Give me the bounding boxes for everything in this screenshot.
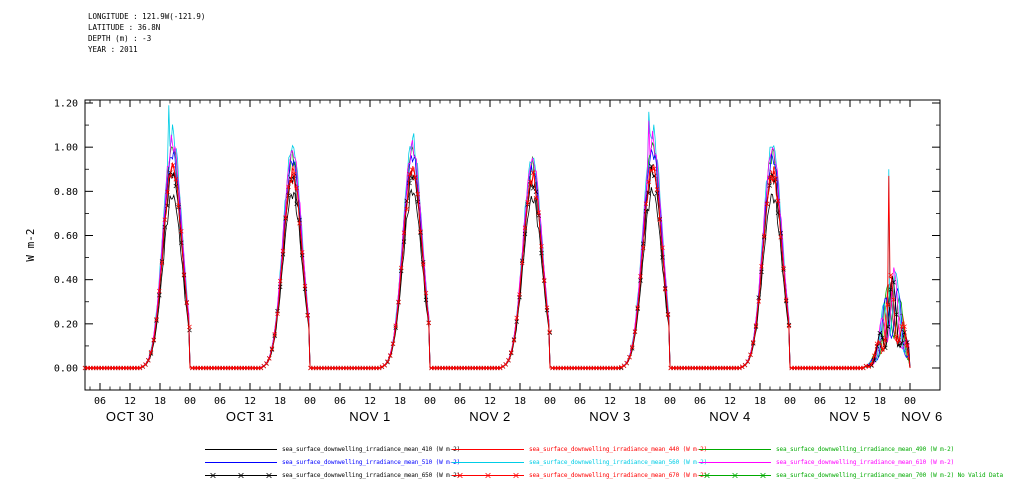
legend-line-sample-650 bbox=[205, 472, 277, 478]
legend-label-410: sea_surface_downwelling_irradiance_mean_… bbox=[282, 445, 461, 453]
x-tick-label: 06 bbox=[334, 396, 346, 407]
x-tick-label: 12 bbox=[244, 396, 256, 407]
series-650-markers bbox=[82, 163, 910, 371]
header-longitude: LONGITUDE : 121.9W(-121.9) bbox=[88, 12, 206, 21]
day-label: NOV 1 bbox=[349, 409, 391, 424]
y-axis-title: W m-2 bbox=[24, 228, 37, 261]
legend-label-510: sea_surface_downwelling_irradiance_mean_… bbox=[282, 458, 461, 466]
legend-line-sample-440 bbox=[452, 448, 524, 450]
legend-line-sample-560 bbox=[452, 461, 524, 463]
legend-line-sample-700 bbox=[699, 472, 771, 478]
series-510 bbox=[85, 149, 911, 369]
legend-item-510: sea_surface_downwelling_irradiance_mean_… bbox=[204, 457, 460, 467]
x-tick-label: 12 bbox=[844, 396, 856, 407]
series-560 bbox=[85, 105, 911, 369]
y-tick-label: 1.20 bbox=[54, 99, 78, 110]
legend-item-650: sea_surface_downwelling_irradiance_mean_… bbox=[204, 470, 460, 480]
x-tick-label: 18 bbox=[634, 396, 646, 407]
x-tick-label: 00 bbox=[904, 396, 916, 407]
series-410 bbox=[85, 187, 911, 369]
y-tick-label: 0.40 bbox=[54, 275, 78, 286]
day-label: OCT 31 bbox=[226, 409, 274, 424]
day-label: NOV 2 bbox=[469, 409, 511, 424]
y-tick-label: 0.80 bbox=[54, 187, 78, 198]
x-tick-label: 12 bbox=[724, 396, 736, 407]
x-tick-label: 12 bbox=[484, 396, 496, 407]
legend-line-sample-490 bbox=[699, 448, 771, 450]
legend-line-sample-610 bbox=[699, 461, 771, 463]
y-tick-label: 0.60 bbox=[54, 231, 78, 242]
series-610 bbox=[85, 120, 911, 369]
day-label: NOV 3 bbox=[589, 409, 631, 424]
x-tick-label: 12 bbox=[604, 396, 616, 407]
legend-item-410: sea_surface_downwelling_irradiance_mean_… bbox=[204, 444, 460, 454]
legend-item-700: sea_surface_downwelling_irradiance_mean_… bbox=[698, 470, 1009, 480]
legend-label-700: sea_surface_downwelling_irradiance_mean_… bbox=[776, 471, 1004, 479]
legend-label-490: sea_surface_downwelling_irradiance_mean_… bbox=[776, 445, 955, 453]
legend-item-440: sea_surface_downwelling_irradiance_mean_… bbox=[451, 444, 707, 454]
series-490 bbox=[85, 142, 911, 369]
day-label: NOV 6 bbox=[901, 409, 943, 424]
series-670 bbox=[82, 163, 911, 371]
series-440 bbox=[85, 161, 911, 369]
header-latitude: LATITUDE : 36.8N bbox=[88, 23, 161, 32]
legend-item-610: sea_surface_downwelling_irradiance_mean_… bbox=[698, 457, 1009, 467]
x-tick-label: 06 bbox=[454, 396, 466, 407]
x-tick-label: 18 bbox=[154, 396, 166, 407]
header-depth: DEPTH (m) : -3 bbox=[88, 34, 152, 43]
x-axis: 06 12 18 00 06 12 18 00 06 12 18 00 06 12 18 00 06 12 18 00… bbox=[89, 100, 943, 424]
x-tick-label: 06 bbox=[694, 396, 706, 407]
legend-label-560: sea_surface_downwelling_irradiance_mean_… bbox=[529, 458, 708, 466]
plot-frame bbox=[84, 99, 941, 391]
x-tick-label: 18 bbox=[394, 396, 406, 407]
legend-line-sample-410 bbox=[205, 448, 277, 450]
y-tick-label: 0.20 bbox=[54, 319, 78, 330]
day-label: NOV 5 bbox=[829, 409, 871, 424]
legend-item-490: sea_surface_downwelling_irradiance_mean_… bbox=[698, 444, 1009, 454]
series-650 bbox=[82, 163, 911, 371]
x-tick-label: 12 bbox=[364, 396, 376, 407]
day-label: OCT 30 bbox=[106, 409, 154, 424]
series-670-markers bbox=[82, 163, 910, 371]
x-tick-label: 00 bbox=[184, 396, 196, 407]
x-tick-label: 06 bbox=[574, 396, 586, 407]
x-tick-label: 00 bbox=[424, 396, 436, 407]
legend-line-sample-510 bbox=[205, 461, 277, 463]
x-tick-label: 06 bbox=[214, 396, 226, 407]
legend-label-650: sea_surface_downwelling_irradiance_mean_… bbox=[282, 471, 461, 479]
legend-item-560: sea_surface_downwelling_irradiance_mean_… bbox=[451, 457, 707, 467]
day-label: NOV 4 bbox=[709, 409, 751, 424]
plot-header: LONGITUDE : 121.9W(-121.9) LATITUDE : 36… bbox=[88, 11, 205, 55]
x-tick-label: 18 bbox=[754, 396, 766, 407]
y-tick-label: 0.00 bbox=[54, 364, 78, 375]
x-tick-label: 18 bbox=[514, 396, 526, 407]
legend-label-610: sea_surface_downwelling_irradiance_mean_… bbox=[776, 458, 955, 466]
x-tick-label: 06 bbox=[94, 396, 106, 407]
y-tick-label: 1.00 bbox=[54, 143, 78, 154]
legend-line-sample-670 bbox=[452, 472, 524, 478]
x-tick-label: 18 bbox=[274, 396, 286, 407]
x-tick-label: 00 bbox=[544, 396, 556, 407]
legend-label-440: sea_surface_downwelling_irradiance_mean_… bbox=[529, 445, 708, 453]
chart-legend: sea_surface_downwelling_irradiance_mean_… bbox=[204, 444, 1009, 480]
header-year: YEAR : 2011 bbox=[88, 45, 138, 54]
legend-item-670: sea_surface_downwelling_irradiance_mean_… bbox=[451, 470, 707, 480]
x-tick-label: 18 bbox=[874, 396, 886, 407]
x-tick-label: 12 bbox=[124, 396, 136, 407]
legend-label-670: sea_surface_downwelling_irradiance_mean_… bbox=[529, 471, 708, 479]
y-axis: 0.00 0.20 0.40 0.60 0.80 1.00 1.20 W m-2 bbox=[24, 99, 940, 375]
x-tick-label: 00 bbox=[304, 396, 316, 407]
x-tick-label: 00 bbox=[664, 396, 676, 407]
x-tick-label: 00 bbox=[784, 396, 796, 407]
x-tick-label: 06 bbox=[814, 396, 826, 407]
